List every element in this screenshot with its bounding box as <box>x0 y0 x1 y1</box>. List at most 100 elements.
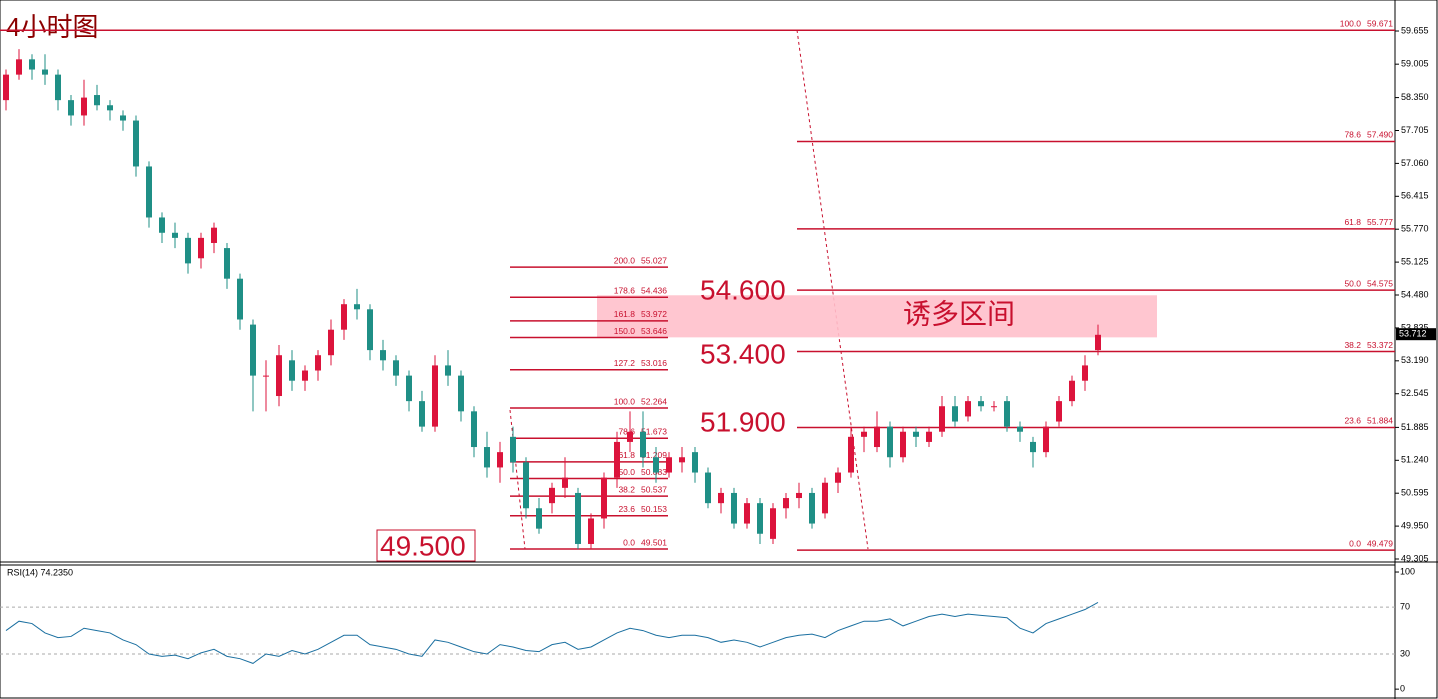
candle-body <box>29 59 35 70</box>
candle-body <box>731 492 737 524</box>
candle-body <box>575 492 581 544</box>
rsi-line <box>5 602 1099 664</box>
fib-level-label: 178.6 <box>614 286 636 296</box>
candle-body <box>796 492 802 499</box>
candle-body <box>81 97 87 116</box>
fib-price-label: 53.972 <box>641 309 667 319</box>
y-tick-label: 56.415 <box>1401 191 1429 201</box>
zone <box>597 295 1157 338</box>
fib-level-label: 61.8 <box>618 450 635 460</box>
fib-price-label: 53.372 <box>1367 340 1393 350</box>
candle-body <box>94 95 100 106</box>
candle-body <box>757 503 763 534</box>
candle-body <box>380 350 386 361</box>
fib-price-label: 57.490 <box>1367 130 1393 140</box>
fib-level-label: 38.2 <box>1344 340 1361 350</box>
last-price: 53.712 <box>1399 329 1427 339</box>
candle-body <box>133 120 139 167</box>
candle-body <box>1043 426 1049 453</box>
candle-body <box>497 452 503 468</box>
candle-body <box>1069 380 1075 402</box>
fib-price-label: 50.153 <box>641 504 667 514</box>
fib-trend-line <box>509 409 526 550</box>
level-text: 49.500 <box>380 530 466 561</box>
candle-body <box>1082 365 1088 381</box>
fib-price-label: 51.884 <box>1367 416 1393 426</box>
candle-body <box>432 365 438 427</box>
y-tick-label: 59.005 <box>1401 59 1429 69</box>
candle-body <box>653 457 659 473</box>
fib-level-label: 38.2 <box>618 484 635 494</box>
candle-body <box>276 355 282 397</box>
candle-body <box>1095 334 1101 351</box>
candle-body <box>42 69 48 75</box>
candle-body <box>328 329 334 356</box>
fib-price-label: 55.777 <box>1367 217 1393 227</box>
candle-body <box>302 370 308 381</box>
candle-body <box>354 304 360 310</box>
fib-price-label: 55.027 <box>641 255 667 265</box>
candle-body <box>484 447 490 468</box>
chart-title: 4小时图 <box>6 12 98 42</box>
rsi-label: RSI(14) 74.2350 <box>7 567 73 577</box>
candle-body <box>263 375 269 377</box>
candle-body <box>120 115 126 121</box>
fib-level-label: 50.0 <box>1344 278 1361 288</box>
candle-body <box>666 457 672 473</box>
candle-body <box>640 431 646 458</box>
fib-level-label: 78.6 <box>618 426 635 436</box>
candle-body <box>510 436 516 463</box>
last-price-tag <box>1396 328 1436 341</box>
fib-level-label: 200.0 <box>614 255 636 265</box>
candle-body <box>211 227 217 243</box>
candle-body <box>614 441 620 478</box>
candle-body <box>406 375 412 402</box>
candle-body <box>809 492 815 524</box>
candle-body <box>965 401 971 417</box>
rsi-tick-label: 100 <box>1400 566 1415 576</box>
candle-body <box>744 503 750 524</box>
y-tick-label: 53.190 <box>1401 355 1429 365</box>
zone-label: 诱多区间 <box>903 299 1015 330</box>
y-tick-label: 53.835 <box>1401 322 1429 332</box>
candle-body <box>3 74 9 101</box>
candle-body <box>627 431 633 442</box>
fib-level-label: 23.6 <box>618 504 635 514</box>
fib-level-label: 100.0 <box>1340 18 1362 28</box>
candle-body <box>900 431 906 458</box>
candle-body <box>250 324 256 376</box>
y-tick-label: 49.305 <box>1401 553 1429 563</box>
candle-body <box>198 237 204 259</box>
level-text: 51.900 <box>700 406 786 437</box>
fib-price-label: 52.264 <box>641 396 667 406</box>
candle-body <box>536 508 542 529</box>
candle-body <box>978 401 984 407</box>
y-tick-label: 54.480 <box>1401 289 1429 299</box>
candle-body <box>692 452 698 473</box>
y-tick-label: 52.545 <box>1401 388 1429 398</box>
fib-level-label: 50.0 <box>618 467 635 477</box>
candle-body <box>1030 441 1036 453</box>
candle-body <box>952 406 958 422</box>
level-text: 54.600 <box>700 274 786 305</box>
fib-level-label: 23.6 <box>1344 416 1361 426</box>
candle-body <box>185 237 191 264</box>
candle-body <box>718 492 724 504</box>
fib-level-label: 61.8 <box>1344 217 1361 227</box>
fib-price-label: 51.673 <box>641 426 667 436</box>
fib-price-label: 53.646 <box>641 326 667 336</box>
candle-body <box>705 472 711 504</box>
candle-body <box>55 74 61 101</box>
candle-body <box>679 457 685 463</box>
fib-price-label: 54.436 <box>641 286 667 296</box>
candle-body <box>1004 401 1010 427</box>
candle-body <box>341 304 347 330</box>
fib-price-label: 49.501 <box>641 537 667 547</box>
rsi-tick-label: 0 <box>1400 684 1405 694</box>
y-tick-label: 50.595 <box>1401 488 1429 498</box>
candle-body <box>1056 401 1062 422</box>
fib-level-label: 0.0 <box>623 537 635 547</box>
candle-body <box>16 59 22 75</box>
